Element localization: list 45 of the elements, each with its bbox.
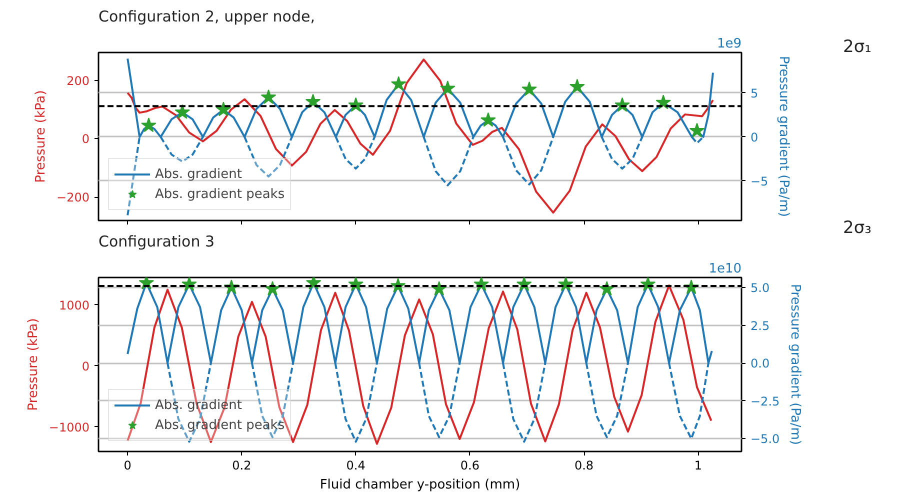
legend-label: Abs. gradient peaks	[155, 186, 285, 202]
text: 1e10	[708, 262, 742, 276]
point	[689, 122, 705, 138]
y2-tick-label: −2.5	[750, 394, 780, 408]
point	[260, 89, 276, 104]
point	[390, 76, 406, 91]
x-tick-label: 0.6	[460, 458, 480, 472]
point	[174, 104, 190, 119]
y2-tick-label: 0	[750, 130, 758, 144]
y-axis-title: Pressure (kPa)	[26, 318, 41, 411]
point	[216, 102, 232, 116]
y-tick-label: 0	[82, 132, 90, 146]
text: 1e9	[716, 36, 742, 52]
y-tick-label: 200	[66, 74, 90, 88]
chart-title: Configuration 3	[98, 232, 215, 250]
y2-tick-label: −5	[750, 174, 768, 188]
y-tick-label: 1000	[58, 298, 90, 312]
text: 2σ₁	[843, 36, 872, 59]
point	[570, 78, 585, 94]
y-tick-label: 0	[82, 359, 90, 374]
y2-axis-title: Pressure gradient (Pa/m)	[788, 284, 803, 445]
point	[141, 118, 156, 132]
text: 2σ₃	[843, 217, 872, 240]
y2-tick-label: 5	[750, 86, 758, 100]
y-tick-label: −1000	[48, 420, 90, 434]
point	[522, 81, 537, 96]
y2-tick-label: −5.0	[750, 432, 780, 446]
y2-axis-title: Pressure gradient (Pa/m)	[776, 56, 792, 217]
y2-tick-label: 2.5	[750, 318, 770, 333]
y2-tick-label: 0.0	[750, 356, 770, 371]
legend-label: Abs. gradient	[155, 166, 242, 182]
line-series	[126, 284, 712, 445]
x-axis-title: Fluid chamber y-position (mm)	[320, 478, 520, 492]
y2-tick-label: 5.0	[750, 280, 770, 295]
point	[480, 112, 496, 127]
x-tick-label: 0.4	[346, 458, 366, 472]
x-tick-label: 0.2	[232, 458, 252, 472]
x-tick-label: 1	[694, 458, 702, 472]
x-tick-label: 0.8	[574, 458, 594, 472]
y-tick-label: −200	[56, 190, 90, 205]
point	[440, 80, 456, 96]
chart-title: Configuration 2, upper node,	[98, 8, 315, 26]
line-series	[126, 58, 714, 214]
x-tick-label: 0	[124, 458, 132, 472]
y-axis-title: Pressure (kPa)	[34, 90, 49, 183]
